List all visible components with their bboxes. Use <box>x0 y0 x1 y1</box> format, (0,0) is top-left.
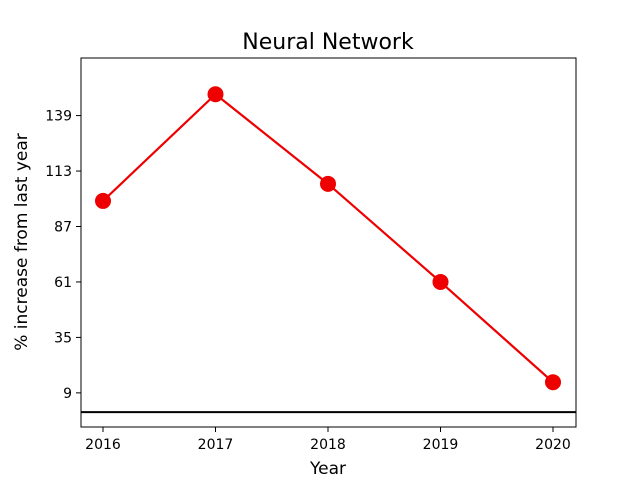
x-tick-label: 2019 <box>423 437 459 453</box>
data-point <box>207 86 224 103</box>
data-point <box>95 192 111 209</box>
data-point <box>432 273 449 290</box>
data-point <box>545 374 561 391</box>
series-line <box>102 93 554 384</box>
x-tick-label: 2018 <box>310 437 346 453</box>
y-tick-label: 113 <box>45 164 72 180</box>
y-tick-label: 35 <box>54 330 72 346</box>
plot-frame <box>80 57 577 428</box>
y-tick-label: 139 <box>45 109 72 125</box>
x-tick-label: 2016 <box>85 437 121 453</box>
y-tick-label: 87 <box>54 220 72 236</box>
chart-title: Neural Network <box>242 30 414 55</box>
y-axis: 9 35 61 87 113 139 <box>45 109 81 402</box>
x-tick-label: 2020 <box>535 437 571 453</box>
y-tick-label: 9 <box>63 386 72 402</box>
y-axis-label: % increase from last year <box>12 133 32 351</box>
data-point <box>320 175 336 192</box>
y-tick-label: 61 <box>54 275 72 291</box>
series-layer <box>95 86 561 391</box>
x-axis: 2016 2017 2018 2019 2020 <box>85 427 571 453</box>
x-tick-label: 2017 <box>198 437 234 453</box>
x-axis-label: Year <box>309 459 346 479</box>
